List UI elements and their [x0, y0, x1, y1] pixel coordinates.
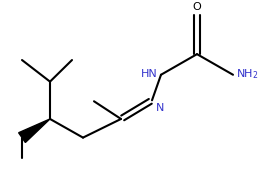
Text: O: O — [193, 2, 201, 12]
Text: NH$_2$: NH$_2$ — [236, 67, 259, 81]
Text: HN: HN — [141, 69, 158, 79]
Polygon shape — [19, 119, 50, 142]
Text: N: N — [156, 103, 164, 113]
